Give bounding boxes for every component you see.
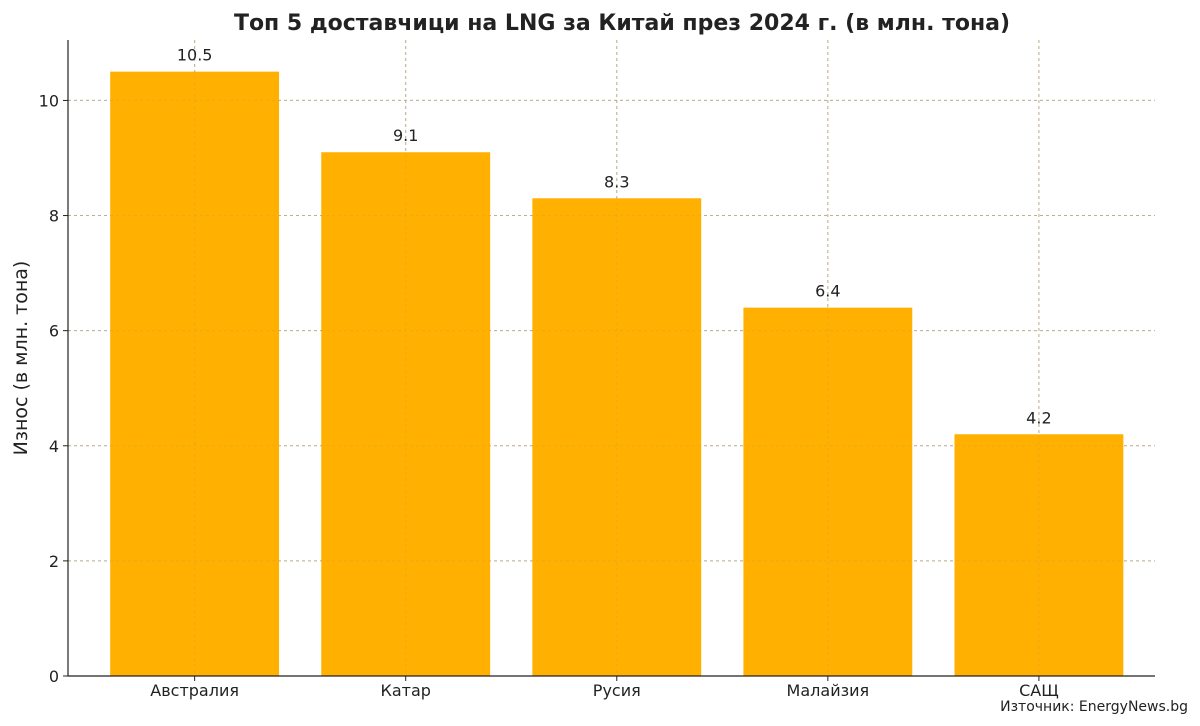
bar-data-label: 8.3	[604, 172, 629, 191]
x-tick-label: Русия	[593, 681, 641, 700]
y-tick-label: 10	[39, 91, 59, 110]
bar	[954, 434, 1124, 676]
y-tick-label: 4	[49, 437, 59, 456]
bar	[110, 71, 280, 676]
chart-title: Топ 5 доставчици на LNG за Китай през 20…	[234, 11, 1010, 36]
axes-group	[63, 40, 1155, 681]
bar-data-label: 6.4	[815, 282, 840, 301]
y-tick-label: 6	[49, 322, 59, 341]
y-tick-label: 8	[49, 207, 59, 226]
source-note: Източник: EnergyNews.bg	[1000, 699, 1188, 715]
bar-data-label: 10.5	[177, 46, 213, 65]
x-tick-label: Малайзия	[787, 681, 870, 700]
bar	[321, 152, 491, 676]
y-tick-label: 0	[49, 667, 59, 686]
grid-overlay	[68, 40, 1155, 676]
x-tick-label: САЩ	[1019, 681, 1059, 700]
bar	[743, 307, 913, 676]
y-axis-label: Износ (в млн. тона)	[10, 261, 32, 456]
bar-data-label: 9.1	[393, 126, 418, 145]
bars-group	[68, 40, 1155, 676]
labels-group: 0 2 4 6 8 10 Австралия Катар Русия Малайзия САЩ 10.…	[39, 46, 1059, 700]
y-tick-label: 2	[49, 552, 59, 571]
x-tick-label: Катар	[380, 681, 430, 700]
x-tick-label: Австралия	[150, 681, 239, 700]
bar-data-label: 4.2	[1026, 408, 1051, 427]
bar	[532, 198, 702, 676]
